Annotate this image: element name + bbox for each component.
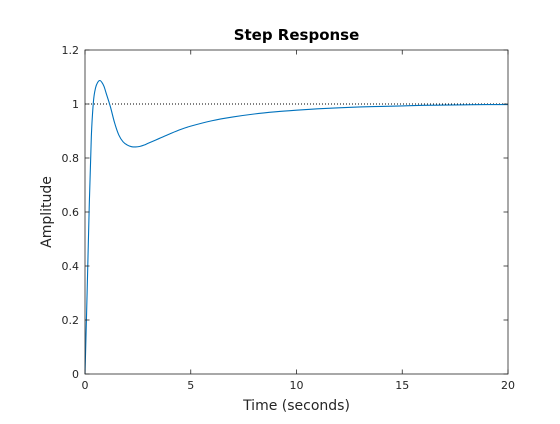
- x-axis-title: Time (seconds): [242, 398, 350, 414]
- y-tick-label: 1.2: [62, 44, 80, 57]
- y-tick-label: 0.2: [62, 314, 80, 327]
- y-tick-label: 0: [72, 368, 79, 381]
- y-tick-label: 0.8: [62, 152, 80, 165]
- chart-title: Step Response: [234, 26, 360, 44]
- y-tick-label: 1: [72, 98, 79, 111]
- x-tick-label: 20: [501, 379, 515, 392]
- series-layer: [84, 79, 509, 375]
- plot-area: [85, 50, 508, 374]
- step-response-line: [84, 79, 509, 375]
- y-tick-label: 0.6: [62, 206, 80, 219]
- y-tick-label: 0.4: [62, 260, 80, 273]
- x-tick-label: 15: [395, 379, 409, 392]
- y-axis-title: Amplitude: [39, 176, 55, 248]
- x-tick-label: 5: [187, 379, 194, 392]
- tick-layer: 0 5 10 15 20 0 0.2 0.4 0.6 0.8 1 1.2: [62, 44, 516, 392]
- x-tick-label: 10: [290, 379, 304, 392]
- x-tick-label: 0: [82, 379, 89, 392]
